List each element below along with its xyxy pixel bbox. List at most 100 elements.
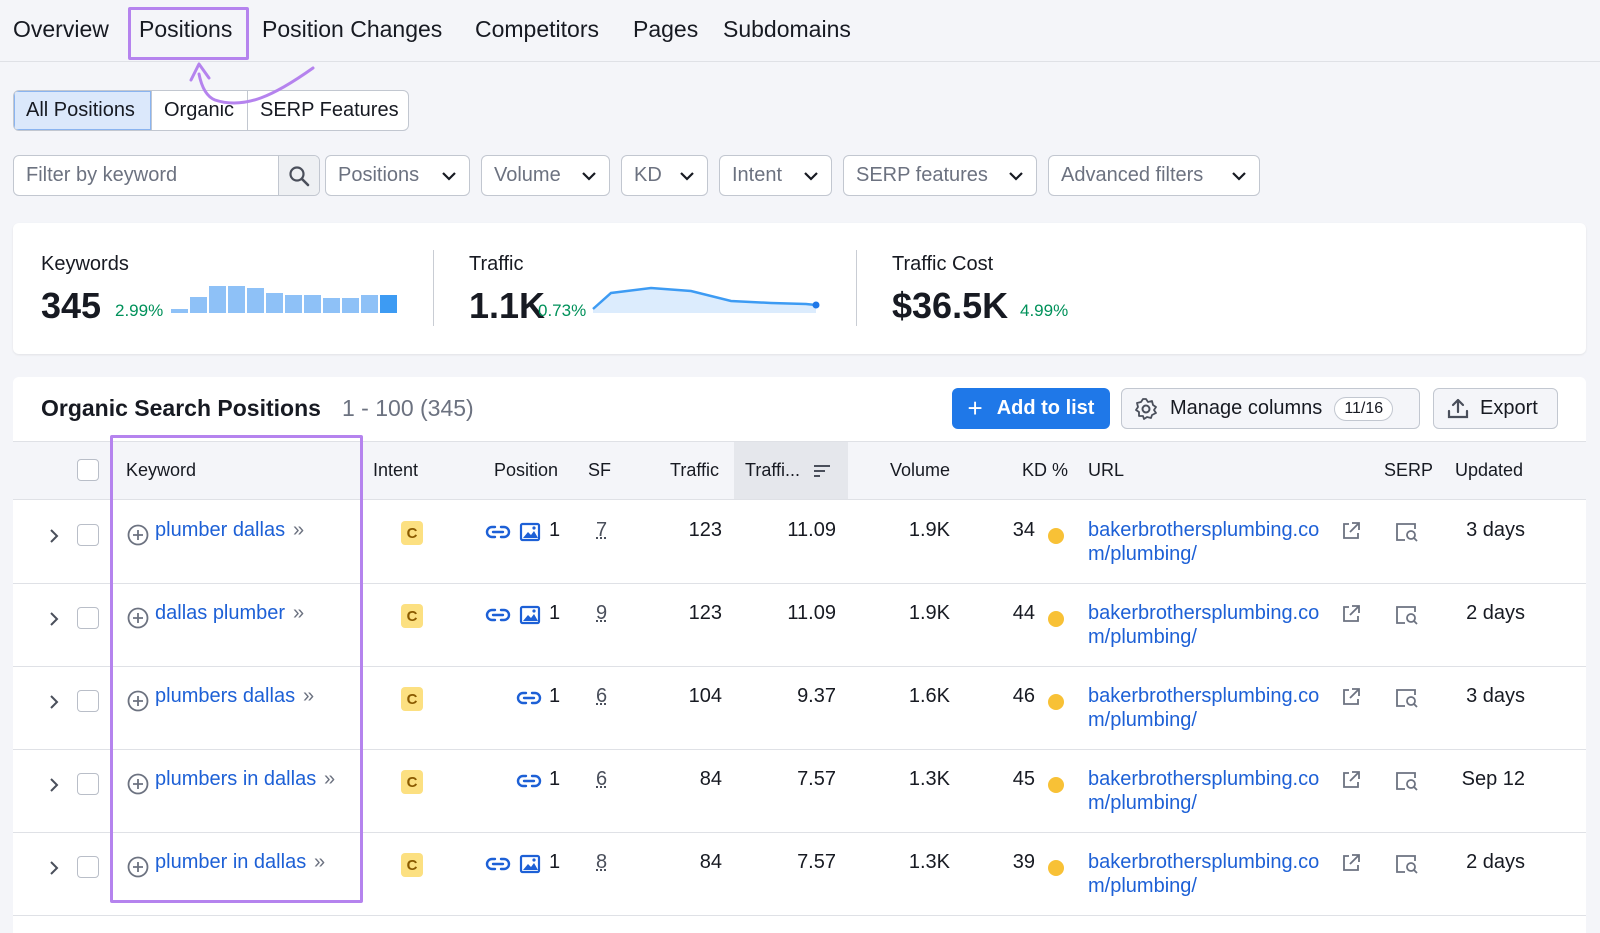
chevron-right-icon[interactable]	[47, 693, 61, 711]
serp-features-dropdown[interactable]: SERP features	[843, 155, 1037, 196]
serp-image-feature[interactable]	[519, 522, 541, 547]
add-to-list-button[interactable]: + Add to list	[952, 388, 1110, 429]
ranking-url[interactable]: bakerbrothersplumbing.com/plumbing/	[1088, 519, 1320, 565]
external-link-icon[interactable]	[1340, 769, 1362, 791]
row-checkbox[interactable]	[77, 856, 99, 878]
col-volume[interactable]: Volume	[890, 460, 951, 480]
col-updated[interactable]: Updated	[1455, 460, 1524, 480]
chevron-right-icon[interactable]	[47, 859, 61, 877]
kd-dropdown[interactable]: KD	[621, 155, 708, 196]
serp-link-feature[interactable]	[516, 771, 542, 796]
row-checkbox[interactable]	[77, 607, 99, 629]
sf-count[interactable]: 9	[596, 602, 608, 624]
external-link-icon[interactable]	[1340, 852, 1362, 874]
col-serp[interactable]: SERP	[1384, 460, 1434, 480]
row-checkbox[interactable]	[77, 690, 99, 712]
col-traffic-percent[interactable]: Traffi...	[734, 442, 848, 499]
intent-dropdown[interactable]: Intent	[719, 155, 832, 196]
positions-dropdown[interactable]: Positions	[325, 155, 470, 196]
keywords-trend-bars	[171, 286, 397, 313]
advanced-filters-dropdown[interactable]: Advanced filters	[1048, 155, 1260, 196]
upload-icon	[1447, 398, 1469, 418]
tab-position-changes[interactable]: Position Changes	[262, 16, 443, 42]
serp-link-feature[interactable]	[485, 854, 511, 879]
keyword-link[interactable]: plumber in dallas	[155, 851, 307, 873]
double-chevron-icon[interactable]: »	[293, 602, 305, 624]
col-position[interactable]: Position	[494, 460, 559, 480]
double-chevron-icon[interactable]: »	[314, 851, 326, 873]
ranking-url[interactable]: bakerbrothersplumbing.com/plumbing/	[1088, 685, 1320, 731]
tab-positions[interactable]: Positions	[139, 16, 233, 42]
sf-count[interactable]: 6	[596, 768, 608, 790]
serp-snapshot-icon[interactable]	[1395, 604, 1419, 626]
sf-count[interactable]: 8	[596, 851, 608, 873]
serp-link-feature[interactable]	[485, 605, 511, 630]
subtab-organic[interactable]: Organic	[152, 91, 248, 130]
ranking-url[interactable]: bakerbrothersplumbing.com/plumbing/	[1088, 602, 1320, 648]
sf-count[interactable]: 7	[596, 519, 608, 541]
manage-columns-button[interactable]: Manage columns 11/16	[1121, 388, 1420, 429]
col-keyword[interactable]: Keyword	[126, 460, 197, 480]
kd-difficulty-dot	[1048, 860, 1064, 876]
serp-link-feature[interactable]	[516, 688, 542, 713]
keywords-change: 2.99%	[115, 301, 164, 320]
ranking-url[interactable]: bakerbrothersplumbing.com/plumbing/	[1088, 768, 1320, 814]
col-intent[interactable]: Intent	[373, 460, 419, 480]
chevron-right-icon[interactable]	[47, 527, 61, 545]
volume-dropdown[interactable]: Volume	[481, 155, 610, 196]
serp-snapshot-icon[interactable]	[1395, 853, 1419, 875]
dropdown-label: Advanced filters	[1061, 164, 1204, 186]
keyword-link[interactable]: plumbers dallas	[155, 685, 296, 707]
search-button[interactable]	[278, 156, 319, 195]
serp-snapshot-icon[interactable]	[1395, 687, 1419, 709]
export-button[interactable]: Export	[1433, 388, 1558, 429]
tab-overview[interactable]: Overview	[13, 16, 109, 42]
serp-snapshot-icon[interactable]	[1395, 770, 1419, 792]
dropdown-label: Volume	[494, 164, 561, 186]
row-checkbox[interactable]	[77, 524, 99, 546]
kd-value: 46	[1012, 685, 1035, 707]
col-url[interactable]: URL	[1088, 460, 1125, 480]
add-keyword-icon[interactable]	[127, 856, 149, 878]
col-kd[interactable]: KD %	[1022, 460, 1069, 480]
serp-image-feature[interactable]	[519, 605, 541, 630]
serp-link-feature[interactable]	[485, 522, 511, 547]
external-link-icon[interactable]	[1340, 520, 1362, 542]
chevron-right-icon[interactable]	[47, 610, 61, 628]
traffic-value: 123	[688, 519, 722, 541]
external-link-icon[interactable]	[1340, 686, 1362, 708]
search-input[interactable]: Filter by keyword	[26, 164, 178, 186]
col-sf[interactable]: SF	[588, 460, 612, 480]
double-chevron-icon[interactable]: »	[324, 768, 336, 790]
tab-pages[interactable]: Pages	[633, 16, 699, 42]
kd-value: 39	[1012, 851, 1035, 873]
external-link-icon[interactable]	[1340, 603, 1362, 625]
double-chevron-icon[interactable]: »	[303, 685, 315, 707]
add-keyword-icon[interactable]	[127, 773, 149, 795]
dropdown-label: Positions	[338, 164, 420, 186]
select-all-checkbox[interactable]	[77, 459, 99, 481]
tab-competitors[interactable]: Competitors	[475, 16, 599, 42]
sf-count[interactable]: 6	[596, 685, 608, 707]
position-value: 1	[549, 851, 561, 873]
subtab-serp-features[interactable]: SERP Features	[260, 99, 399, 121]
tab-subdomains[interactable]: Subdomains	[723, 16, 851, 42]
add-keyword-icon[interactable]	[127, 524, 149, 546]
add-keyword-icon[interactable]	[127, 607, 149, 629]
serp-image-feature[interactable]	[519, 854, 541, 879]
row-checkbox[interactable]	[77, 773, 99, 795]
double-chevron-icon[interactable]: »	[293, 519, 305, 541]
serp-snapshot-icon[interactable]	[1395, 521, 1419, 543]
add-keyword-icon[interactable]	[127, 690, 149, 712]
image-icon	[519, 605, 541, 625]
subtab-all-positions[interactable]: All Positions	[14, 91, 152, 130]
keyword-link[interactable]: plumbers in dallas	[155, 768, 317, 790]
col-traffic[interactable]: Traffic	[670, 460, 720, 480]
plus-icon: +	[967, 393, 983, 423]
intent-badge: C	[401, 521, 423, 545]
keyword-link[interactable]: dallas plumber	[155, 602, 286, 624]
keyword-link[interactable]: plumber dallas	[155, 519, 286, 541]
keyword-filter[interactable]: Filter by keyword	[13, 155, 320, 196]
ranking-url[interactable]: bakerbrothersplumbing.com/plumbing/	[1088, 851, 1320, 897]
chevron-right-icon[interactable]	[47, 776, 61, 794]
